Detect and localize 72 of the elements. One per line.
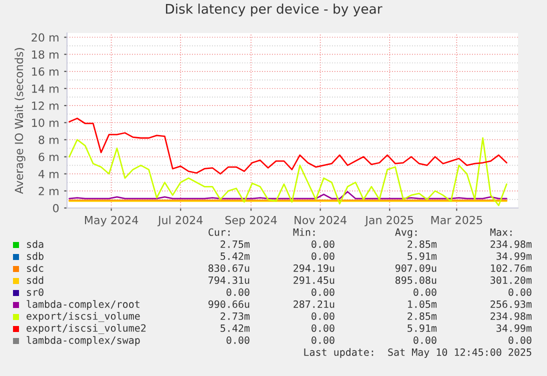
x-tick-label: Jan 2025 xyxy=(364,216,414,226)
text: 5.42m xyxy=(220,324,250,332)
text: 0.00 xyxy=(312,324,334,332)
text: 2.85m xyxy=(408,240,437,248)
text: 0.00 xyxy=(312,252,334,260)
text: 234.98m xyxy=(490,240,532,248)
line-series xyxy=(68,137,508,206)
chart-title: Disk latency per device - by year xyxy=(166,4,382,16)
text: 256.93m xyxy=(490,300,532,308)
y-tick-label: 16 m xyxy=(32,67,58,76)
text: 287.21u xyxy=(294,300,334,308)
legend-label: sdb xyxy=(27,252,44,260)
x-tick-label: Sep 2024 xyxy=(225,216,277,226)
text: 301.20m xyxy=(490,276,532,284)
text: 34.99m xyxy=(496,324,532,332)
text: 830.67u xyxy=(208,264,250,272)
legend-label: lambda-complex/swap xyxy=(26,336,140,346)
text: 234.98m xyxy=(490,312,532,320)
text: 0.00 xyxy=(312,336,334,344)
y-tick-label: 6 m xyxy=(38,152,58,162)
legend-label: export/iscsi_volume xyxy=(26,312,140,322)
text: 0.00 xyxy=(226,336,250,344)
y-tick-label: 10 m xyxy=(32,118,58,128)
x-tick-label: Mar 2025 xyxy=(431,216,482,224)
text: Min: xyxy=(293,228,315,236)
legend-label: sda xyxy=(27,240,44,248)
legend-label: sdc xyxy=(27,264,44,272)
x-tick-label: May 2024 xyxy=(85,216,138,226)
text: 0.00 xyxy=(414,336,436,344)
text: 5.91m xyxy=(408,252,437,260)
text: 2.75m xyxy=(220,240,250,248)
text: 291.45u xyxy=(294,276,334,284)
text: 0.00 xyxy=(312,240,334,248)
x-tick-label: Nov 2024 xyxy=(294,216,346,224)
text: 990.66u xyxy=(208,300,250,308)
text: 102.76m xyxy=(491,264,532,272)
text: 0.00 xyxy=(508,336,532,344)
text: 1.05m xyxy=(408,300,437,308)
y-tick-label: 12 m xyxy=(32,102,58,110)
text: 0.00 xyxy=(312,288,334,296)
y-tick-label: 4 m xyxy=(38,170,58,178)
legend-label: sr0 xyxy=(27,288,44,296)
y-tick-label: 8 m xyxy=(38,136,58,144)
legend-label: export/iscsi_volume2 xyxy=(26,324,146,334)
text: 34.99m xyxy=(496,252,532,260)
text: 0.00 xyxy=(414,288,436,296)
y-tick-label: 18 m xyxy=(32,50,58,59)
text: 5.91m xyxy=(408,324,437,332)
text: 2.85m xyxy=(408,312,437,320)
line-series xyxy=(68,191,508,200)
y-tick-label: 14 m xyxy=(32,84,58,93)
text: 907.09u xyxy=(395,264,436,272)
x-tick-label: Jul 2024 xyxy=(157,216,203,226)
y-axis-title: Average IO Wait (seconds) xyxy=(14,48,26,194)
text: 895.08u xyxy=(395,276,436,284)
text: 5.42m xyxy=(220,252,250,260)
line-series xyxy=(68,118,508,175)
text: 2.73m xyxy=(220,312,250,320)
y-tick-label: 2 m xyxy=(38,186,58,196)
text: 0.00 xyxy=(226,288,250,296)
text: Cur: xyxy=(208,228,230,236)
text: 0.00 xyxy=(508,288,532,296)
text: 794.31u xyxy=(208,276,250,284)
text: Avg: xyxy=(395,228,417,238)
text: Last update: Sat May 10 12:45:00 2025 xyxy=(304,348,532,358)
text: 294.19u xyxy=(294,264,334,272)
legend-label: lambda-complex/root xyxy=(26,300,140,310)
y-tick-label: 20 m xyxy=(32,33,58,42)
text: Max: xyxy=(490,228,512,236)
legend-label: sdd xyxy=(27,276,44,284)
y-tick-label: 0 xyxy=(53,204,59,212)
text: 0.00 xyxy=(312,312,334,320)
